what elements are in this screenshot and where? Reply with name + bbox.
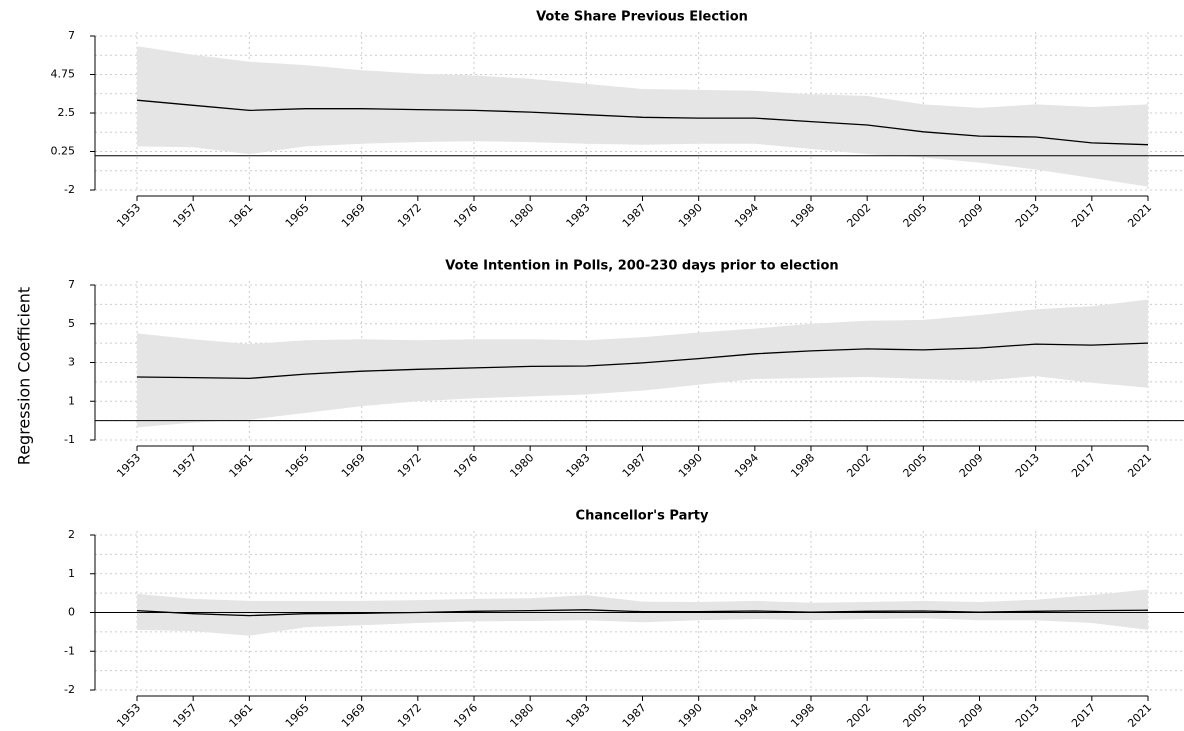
x-tick-label: 1965: [283, 451, 312, 480]
x-tick-label: 1987: [620, 201, 649, 230]
x-tick-label: 1990: [676, 201, 705, 230]
x-tick-label: 1980: [507, 201, 536, 230]
x-tick-label: 2002: [844, 201, 873, 230]
x-tick-label: 1994: [732, 701, 761, 730]
x-tick-label: 1987: [620, 701, 649, 730]
x-tick-label: 2005: [901, 451, 930, 480]
x-tick-label: 2013: [1013, 451, 1042, 480]
x-tick-label: 1990: [676, 701, 705, 730]
x-tick-label: 1976: [451, 201, 480, 230]
x-tick-label: 1980: [507, 701, 536, 730]
chart-title: Vote Intention in Polls, 200-230 days pr…: [445, 259, 838, 274]
x-tick-label: 1961: [227, 701, 256, 730]
x-tick-label: 1961: [227, 201, 256, 230]
x-tick-label: 1965: [283, 201, 312, 230]
chart-title: Chancellor's Party: [576, 509, 709, 524]
coefficient-line: [136, 342, 1149, 380]
y-tick-label: 1: [68, 394, 75, 407]
x-tick-label: 2017: [1069, 201, 1098, 230]
x-tick-label: 1983: [564, 201, 593, 230]
x-tick-label: 2017: [1069, 451, 1098, 480]
y-tick-label: 0: [68, 606, 75, 619]
x-tick-label: 1953: [114, 201, 143, 230]
x-tick-label: 1961: [227, 451, 256, 480]
coefficient-line: [136, 609, 1149, 617]
x-tick-label: 1965: [283, 701, 312, 730]
x-tick-label: 1987: [620, 451, 649, 480]
x-tick-label: 1972: [395, 451, 424, 480]
chart-title: Vote Share Previous Election: [536, 10, 748, 25]
x-tick-label: 1990: [676, 451, 705, 480]
x-tick-label: 1957: [170, 201, 199, 230]
y-tick-label: -1: [64, 433, 75, 446]
chart-panel-2: Vote Intention in Polls, 200-230 days pr…: [64, 259, 1184, 480]
x-tick-label: 1953: [114, 451, 143, 480]
x-tick-label: 1994: [732, 451, 761, 480]
x-tick-label: 2021: [1125, 201, 1154, 230]
x-tick-label: 1969: [339, 201, 368, 230]
y-axis-label: Regression Coefficient: [15, 287, 34, 465]
x-tick-label: 2005: [901, 201, 930, 230]
y-tick-label: -2: [64, 183, 75, 196]
x-tick-label: 1998: [788, 451, 817, 480]
y-tick-label: 2.5: [58, 106, 76, 119]
x-tick-label: 1998: [788, 201, 817, 230]
x-tick-label: 2002: [844, 451, 873, 480]
x-tick-label: 2017: [1069, 701, 1098, 730]
chart-panel-3: Chancellor's Party 2 1 0 -1 -2 1953 1957 1961 196…: [64, 509, 1184, 730]
x-tick-label: 1998: [788, 701, 817, 730]
y-tick-label: 7: [68, 29, 75, 42]
x-tick-label: 1957: [170, 701, 199, 730]
y-tick-label: 3: [68, 356, 75, 369]
y-tick-label: 5: [68, 317, 75, 330]
x-tick-label: 1972: [395, 701, 424, 730]
x-tick-label: 2013: [1013, 701, 1042, 730]
y-tick-label: 7: [68, 278, 75, 291]
chart-panel-1: Vote Share Previous Election 7 4.75 2.5 0.25…: [51, 10, 1184, 230]
y-tick-label: -2: [64, 683, 75, 696]
x-tick-label: 1983: [564, 701, 593, 730]
x-tick-label: 2009: [957, 701, 986, 730]
confidence-band: [137, 46, 1148, 187]
x-tick-label: 2009: [957, 201, 986, 230]
x-tick-label: 2021: [1125, 701, 1154, 730]
x-tick-label: 1972: [395, 201, 424, 230]
x-tick-label: 2005: [901, 701, 930, 730]
x-tick-label: 2021: [1125, 451, 1154, 480]
x-tick-label: 1983: [564, 451, 593, 480]
y-tick-label: 4.75: [51, 68, 76, 81]
x-tick-label: 1969: [339, 701, 368, 730]
x-tick-label: 1957: [170, 451, 199, 480]
x-tick-label: 1980: [507, 451, 536, 480]
coefficient-line: [136, 99, 1149, 146]
x-tick-label: 1976: [451, 451, 480, 480]
x-tick-label: 1994: [732, 201, 761, 230]
y-tick-label: 1: [68, 567, 75, 580]
y-tick-label: -1: [64, 644, 75, 657]
y-tick-label: 0.25: [51, 145, 76, 158]
x-tick-label: 1969: [339, 451, 368, 480]
x-tick-label: 2002: [844, 701, 873, 730]
x-tick-label: 2013: [1013, 201, 1042, 230]
x-tick-label: 1976: [451, 701, 480, 730]
x-tick-label: 1953: [114, 701, 143, 730]
y-tick-label: 2: [68, 528, 75, 541]
x-tick-label: 2009: [957, 451, 986, 480]
